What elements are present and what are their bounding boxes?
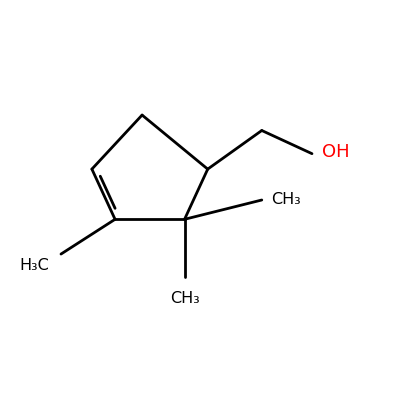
Text: CH₃: CH₃ <box>272 192 301 208</box>
Text: H₃C: H₃C <box>20 258 50 273</box>
Text: CH₃: CH₃ <box>170 291 200 306</box>
Text: OH: OH <box>322 143 349 161</box>
